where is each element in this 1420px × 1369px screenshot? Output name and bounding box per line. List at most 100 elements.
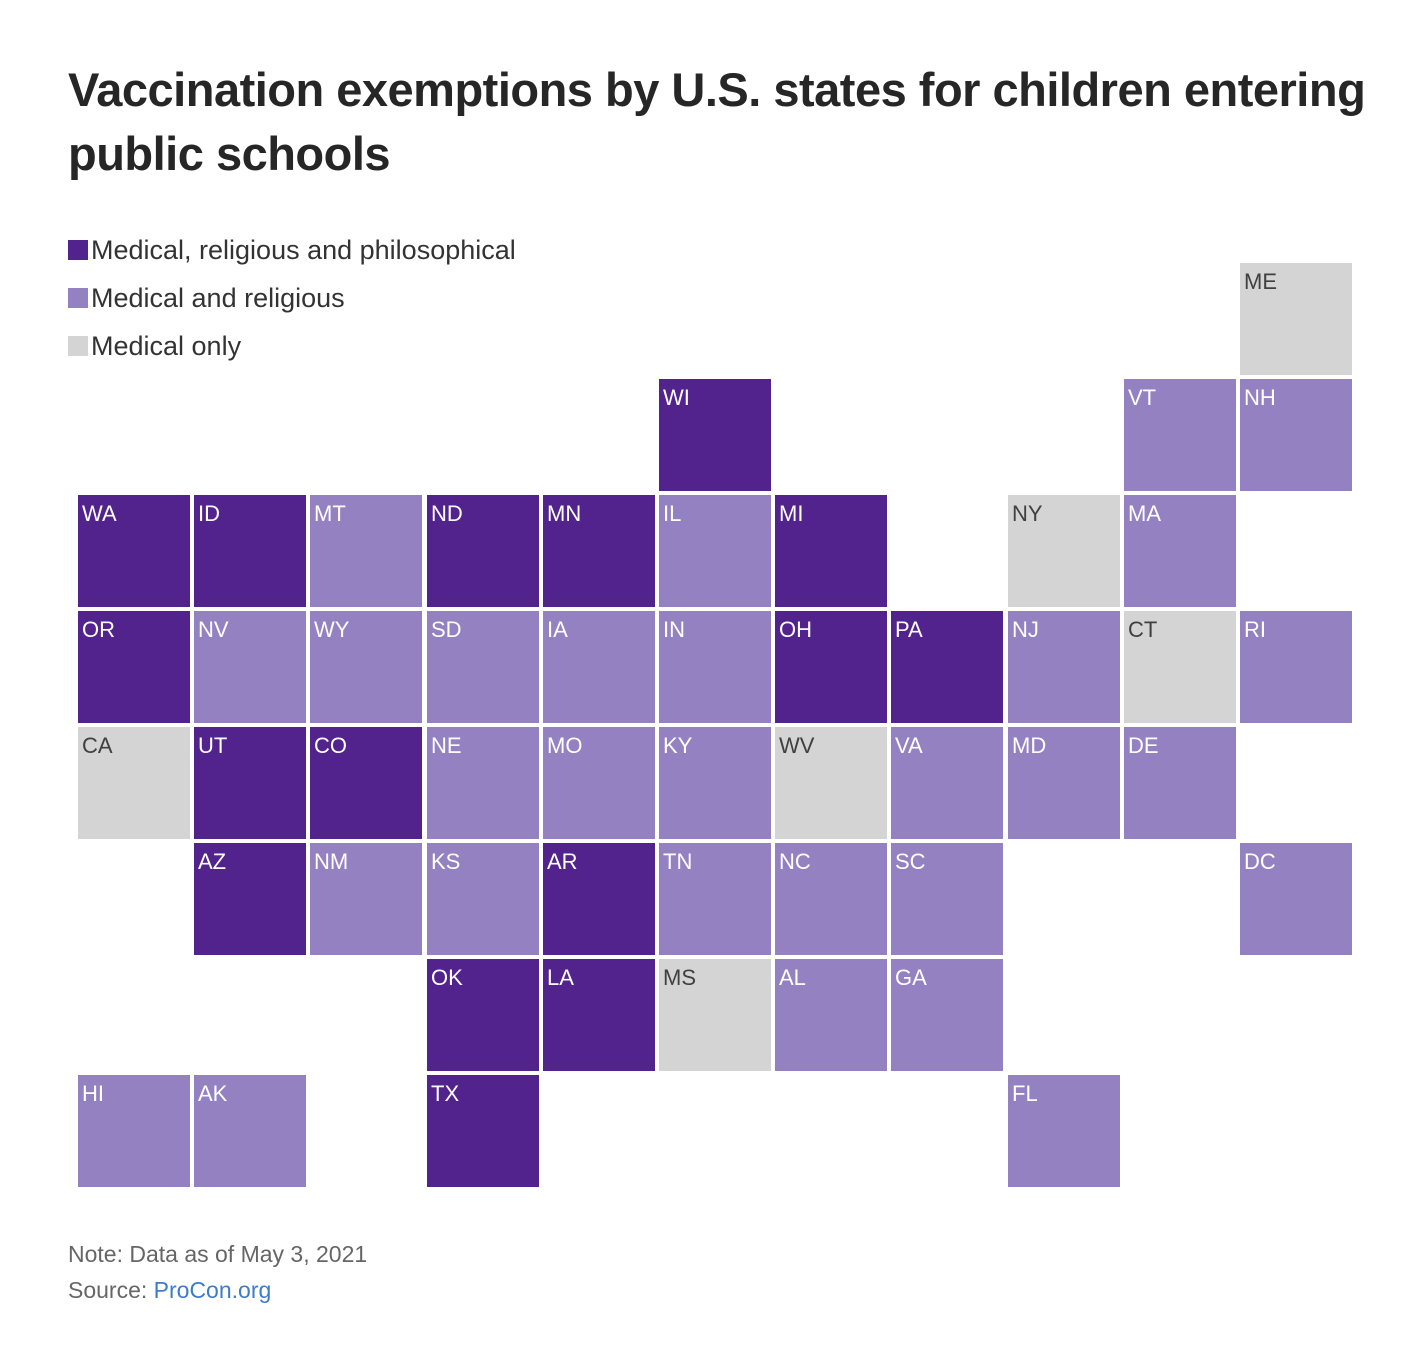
state-label-tn: TN — [663, 849, 693, 874]
state-tile-id: ID — [194, 495, 306, 607]
state-label-nm: NM — [314, 849, 349, 874]
state-tile-nh: NH — [1240, 379, 1352, 491]
legend-item-medical-only: Medical only — [68, 322, 516, 370]
state-tile-nd: ND — [427, 495, 539, 607]
state-tile-me: ME — [1240, 263, 1352, 375]
state-tile-ma: MA — [1124, 495, 1236, 607]
state-label-dc: DC — [1244, 849, 1276, 874]
state-tile-ks: KS — [427, 843, 539, 955]
state-tile-wy: WY — [310, 611, 422, 723]
source-line: Source: ProCon.org — [68, 1272, 367, 1308]
state-label-la: LA — [547, 965, 574, 990]
state-tile-tx: TX — [427, 1075, 539, 1187]
state-label-ma: MA — [1128, 501, 1161, 526]
legend-label-medical-only: Medical only — [91, 330, 242, 361]
state-label-mn: MN — [547, 501, 582, 526]
legend-swatch-medical-religious-philosophical — [68, 240, 88, 260]
state-label-wa: WA — [82, 501, 117, 526]
state-label-nj: NJ — [1012, 617, 1039, 642]
state-tile-mt: MT — [310, 495, 422, 607]
state-tile-il: IL — [659, 495, 771, 607]
state-tile-de: DE — [1124, 727, 1236, 839]
state-label-az: AZ — [198, 849, 227, 874]
state-tile-va: VA — [891, 727, 1003, 839]
state-label-or: OR — [82, 617, 115, 642]
state-label-nh: NH — [1244, 385, 1276, 410]
legend-swatch-medical-only — [68, 336, 88, 356]
state-label-de: DE — [1128, 733, 1159, 758]
legend-item-medical-religious-philosophical: Medical, religious and philosophical — [68, 226, 516, 274]
state-label-ks: KS — [431, 849, 461, 874]
legend-label-medical-religious-philosophical: Medical, religious and philosophical — [91, 234, 516, 265]
state-tile-ut: UT — [194, 727, 306, 839]
source-link[interactable]: ProCon.org — [153, 1277, 272, 1303]
state-tile-dc: DC — [1240, 843, 1352, 955]
state-tile-nm: NM — [310, 843, 422, 955]
legend-item-medical-religious: Medical and religious — [68, 274, 516, 322]
state-tile-or: OR — [78, 611, 190, 723]
footer-notes: Note: Data as of May 3, 2021 Source: Pro… — [68, 1236, 367, 1308]
state-label-ny: NY — [1012, 501, 1043, 526]
state-label-va: VA — [895, 733, 923, 758]
state-label-nc: NC — [779, 849, 811, 874]
state-label-ne: NE — [431, 733, 462, 758]
state-tile-co: CO — [310, 727, 422, 839]
state-label-co: CO — [314, 733, 347, 758]
state-label-mo: MO — [547, 733, 583, 758]
state-label-ca: CA — [82, 733, 113, 758]
state-label-ky: KY — [663, 733, 693, 758]
state-tile-fl: FL — [1008, 1075, 1120, 1187]
state-tile-ct: CT — [1124, 611, 1236, 723]
state-label-ia: IA — [547, 617, 568, 642]
state-label-in: IN — [663, 617, 685, 642]
state-label-ak: AK — [198, 1081, 228, 1106]
state-tile-ny: NY — [1008, 495, 1120, 607]
state-tile-wv: WV — [775, 727, 887, 839]
state-label-nd: ND — [431, 501, 463, 526]
state-tile-mi: MI — [775, 495, 887, 607]
data-note: Note: Data as of May 3, 2021 — [68, 1241, 368, 1267]
state-tile-nv: NV — [194, 611, 306, 723]
state-tile-ga: GA — [891, 959, 1003, 1071]
chart-title: Vaccination exemptions by U.S. states fo… — [68, 63, 1366, 180]
state-tile-ia: IA — [543, 611, 655, 723]
state-label-ct: CT — [1128, 617, 1158, 642]
state-tile-ak: AK — [194, 1075, 306, 1187]
state-tile-vt: VT — [1124, 379, 1236, 491]
state-tile-ky: KY — [659, 727, 771, 839]
state-tile-in: IN — [659, 611, 771, 723]
state-label-ok: OK — [431, 965, 463, 990]
state-label-sc: SC — [895, 849, 926, 874]
state-tile-nc: NC — [775, 843, 887, 955]
state-label-me: ME — [1244, 269, 1277, 294]
state-label-ar: AR — [547, 849, 578, 874]
legend: Medical, religious and philosophical Med… — [68, 226, 516, 370]
state-label-mi: MI — [779, 501, 804, 526]
state-tile-ne: NE — [427, 727, 539, 839]
state-tile-oh: OH — [775, 611, 887, 723]
state-tile-md: MD — [1008, 727, 1120, 839]
state-tile-ar: AR — [543, 843, 655, 955]
state-tile-ok: OK — [427, 959, 539, 1071]
state-tile-ms: MS — [659, 959, 771, 1071]
state-tile-wi: WI — [659, 379, 771, 491]
state-tile-wa: WA — [78, 495, 190, 607]
source-prefix: Source: — [68, 1277, 154, 1303]
state-label-al: AL — [779, 965, 806, 990]
state-label-fl: FL — [1012, 1081, 1038, 1106]
state-label-il: IL — [663, 501, 682, 526]
state-label-hi: HI — [82, 1081, 104, 1106]
state-label-oh: OH — [779, 617, 812, 642]
state-label-pa: PA — [895, 617, 923, 642]
state-label-wi: WI — [663, 385, 690, 410]
state-tile-mn: MN — [543, 495, 655, 607]
state-label-nv: NV — [198, 617, 229, 642]
state-label-id: ID — [198, 501, 220, 526]
state-label-tx: TX — [431, 1081, 460, 1106]
state-label-sd: SD — [431, 617, 462, 642]
state-label-ri: RI — [1244, 617, 1266, 642]
state-label-md: MD — [1012, 733, 1047, 758]
state-label-vt: VT — [1128, 385, 1157, 410]
state-tile-mo: MO — [543, 727, 655, 839]
state-tile-ca: CA — [78, 727, 190, 839]
